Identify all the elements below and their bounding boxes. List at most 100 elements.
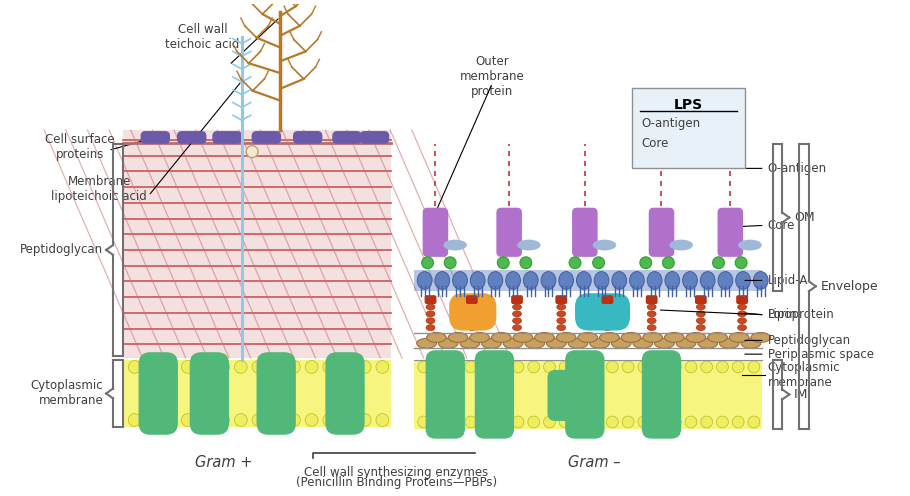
Ellipse shape	[590, 338, 610, 348]
Ellipse shape	[450, 416, 461, 428]
Ellipse shape	[594, 272, 609, 289]
Ellipse shape	[288, 414, 300, 427]
Text: Gram +: Gram +	[196, 455, 253, 470]
Text: Porin: Porin	[768, 309, 797, 321]
Ellipse shape	[600, 332, 619, 342]
Ellipse shape	[685, 361, 697, 373]
Ellipse shape	[733, 361, 744, 373]
Ellipse shape	[417, 338, 437, 348]
FancyBboxPatch shape	[642, 350, 682, 438]
Ellipse shape	[465, 416, 477, 428]
Ellipse shape	[512, 416, 524, 428]
Text: Lipid-A: Lipid-A	[768, 274, 808, 287]
Ellipse shape	[729, 332, 749, 342]
Ellipse shape	[568, 338, 588, 348]
Text: Cell wall
teichoic acid: Cell wall teichoic acid	[166, 23, 239, 52]
Ellipse shape	[468, 311, 476, 317]
Ellipse shape	[676, 338, 696, 348]
Ellipse shape	[468, 325, 476, 330]
Ellipse shape	[450, 361, 461, 373]
Ellipse shape	[753, 272, 768, 289]
Text: O-antigen: O-antigen	[768, 162, 827, 175]
Ellipse shape	[575, 416, 587, 428]
Ellipse shape	[662, 257, 674, 269]
Ellipse shape	[435, 272, 450, 289]
FancyBboxPatch shape	[646, 295, 658, 304]
Ellipse shape	[199, 361, 212, 373]
Ellipse shape	[543, 416, 555, 428]
Ellipse shape	[496, 361, 508, 373]
Ellipse shape	[738, 318, 746, 324]
Ellipse shape	[376, 414, 389, 427]
Text: Periplasmic space: Periplasmic space	[768, 348, 874, 361]
FancyBboxPatch shape	[548, 370, 575, 421]
Ellipse shape	[525, 338, 544, 348]
Ellipse shape	[701, 361, 713, 373]
Ellipse shape	[748, 416, 760, 428]
FancyBboxPatch shape	[426, 350, 465, 438]
FancyBboxPatch shape	[189, 352, 229, 435]
Ellipse shape	[560, 416, 571, 428]
Ellipse shape	[528, 416, 540, 428]
Ellipse shape	[557, 325, 566, 330]
FancyBboxPatch shape	[422, 208, 449, 257]
Ellipse shape	[376, 361, 389, 373]
Ellipse shape	[426, 304, 435, 310]
Ellipse shape	[622, 332, 641, 342]
FancyBboxPatch shape	[177, 131, 207, 144]
Ellipse shape	[622, 416, 634, 428]
Ellipse shape	[543, 361, 555, 373]
Ellipse shape	[491, 332, 511, 342]
Ellipse shape	[738, 325, 746, 330]
Ellipse shape	[612, 338, 631, 348]
Ellipse shape	[305, 361, 318, 373]
Ellipse shape	[323, 414, 336, 427]
Ellipse shape	[481, 338, 501, 348]
Ellipse shape	[708, 332, 727, 342]
Ellipse shape	[557, 297, 566, 303]
Ellipse shape	[480, 416, 492, 428]
Ellipse shape	[146, 414, 158, 427]
Ellipse shape	[670, 240, 693, 250]
Ellipse shape	[128, 361, 141, 373]
FancyBboxPatch shape	[450, 293, 496, 330]
Text: O-antigen: O-antigen	[642, 117, 701, 130]
Ellipse shape	[557, 318, 566, 324]
Ellipse shape	[741, 338, 761, 348]
Ellipse shape	[701, 416, 713, 428]
Ellipse shape	[716, 416, 728, 428]
FancyBboxPatch shape	[575, 293, 630, 330]
Ellipse shape	[340, 414, 353, 427]
Text: Cell wall synthesizing enzymes: Cell wall synthesizing enzymes	[304, 466, 489, 479]
Ellipse shape	[696, 304, 705, 310]
Ellipse shape	[653, 416, 665, 428]
Ellipse shape	[235, 361, 248, 373]
Text: Peptidoglycan: Peptidoglycan	[20, 244, 103, 256]
Ellipse shape	[418, 272, 432, 289]
Ellipse shape	[439, 338, 458, 348]
Ellipse shape	[506, 272, 521, 289]
Ellipse shape	[647, 325, 656, 330]
Ellipse shape	[512, 304, 521, 310]
Ellipse shape	[498, 257, 510, 269]
Ellipse shape	[164, 361, 177, 373]
Text: Membrane
lipoteichoic acid: Membrane lipoteichoic acid	[51, 175, 147, 203]
Ellipse shape	[444, 257, 456, 269]
FancyBboxPatch shape	[332, 131, 361, 144]
Ellipse shape	[235, 414, 248, 427]
Ellipse shape	[647, 304, 656, 310]
Ellipse shape	[528, 361, 540, 373]
Ellipse shape	[465, 361, 477, 373]
Text: Lipoprotein: Lipoprotein	[768, 309, 834, 321]
Ellipse shape	[720, 338, 739, 348]
Ellipse shape	[512, 318, 521, 324]
Ellipse shape	[164, 414, 177, 427]
Ellipse shape	[633, 338, 652, 348]
Ellipse shape	[591, 416, 602, 428]
Ellipse shape	[630, 272, 644, 289]
Ellipse shape	[340, 361, 353, 373]
FancyBboxPatch shape	[212, 131, 242, 144]
FancyBboxPatch shape	[496, 208, 522, 257]
FancyBboxPatch shape	[257, 352, 296, 435]
Ellipse shape	[603, 311, 612, 317]
